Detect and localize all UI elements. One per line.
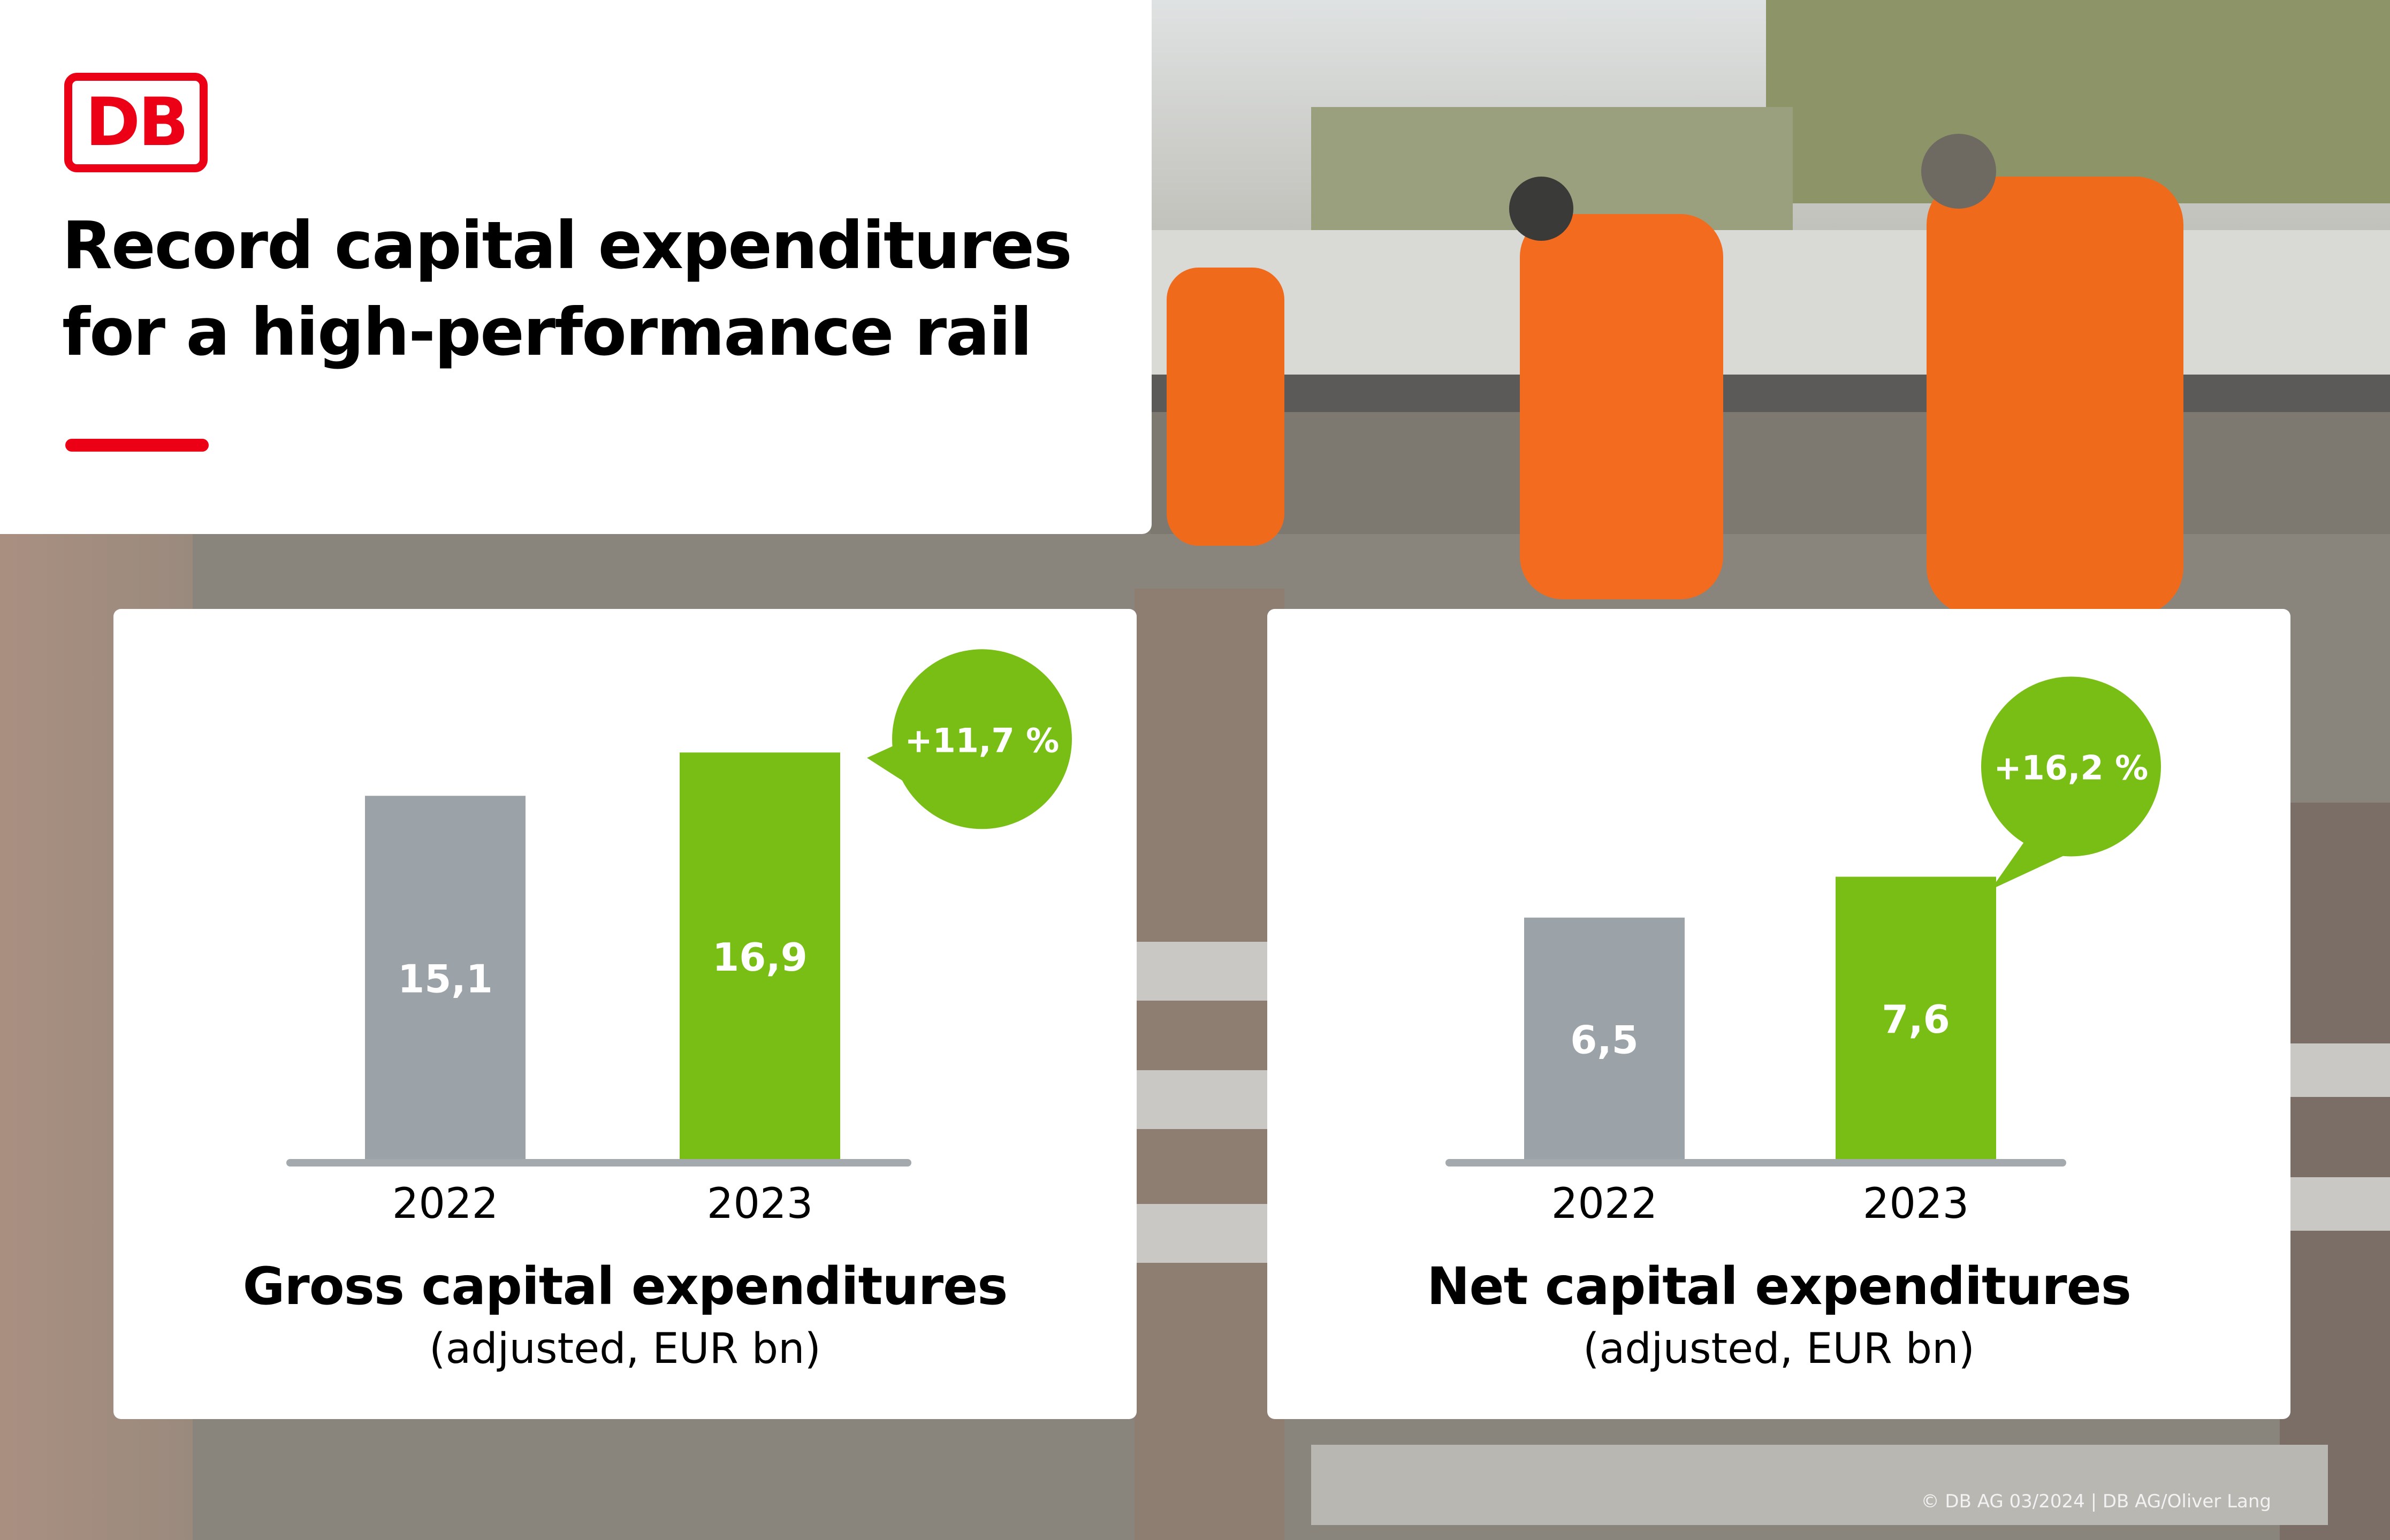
page-title: Record capital expenditures for a high-p… <box>62 202 1132 376</box>
title-card: DB Record capital expenditures for a hig… <box>0 0 1152 534</box>
gross-capex-tick-label-2023: 2023 <box>707 1180 813 1228</box>
gross-capex-chart: 15,1 2022 16,9 2023 +11,7 % <box>286 649 1072 1228</box>
gross-capex-tick-label-2022: 2022 <box>392 1180 499 1228</box>
photo-credit: © DB AG 03/2024 | DB AG/Oliver Lang <box>1921 1491 2271 1512</box>
net-capex-change-bubble: +16,2 % <box>1981 676 2161 890</box>
gross-capex-card: 15,1 2022 16,9 2023 +11,7 % Gross capital ex… <box>113 609 1137 1419</box>
gross-capex-title: Gross capital expenditures <box>242 1256 1008 1316</box>
gross-capex-value-label-2023: 16,9 <box>712 935 808 980</box>
gross-capex-value-label-2022: 15,1 <box>398 957 493 1002</box>
net-capex-subtitle: (adjusted, EUR bn) <box>1583 1325 1975 1373</box>
gross-capex-bar-2023 <box>680 752 840 1159</box>
page-title-line-1: Record capital expenditures <box>62 208 1072 284</box>
net-capex-bar-2022 <box>1524 917 1685 1159</box>
gross-capex-change-label: +11,7 % <box>905 721 1060 760</box>
net-capex-change-label: +16,2 % <box>1994 748 2149 787</box>
db-logo: DB <box>64 73 208 172</box>
net-capex-chart: 6,5 2022 7,6 2023 +16,2 % <box>1445 676 2161 1228</box>
page-title-line-2: for a high-performance rail <box>62 294 1032 370</box>
net-capex-card: 6,5 2022 7,6 2023 +16,2 % Net capital expend… <box>1267 609 2290 1419</box>
net-capex-value-label-2023: 7,6 <box>1882 997 1950 1042</box>
db-logo-text: DB <box>85 84 188 161</box>
title-accent-bar <box>65 439 209 452</box>
gross-capex-subtitle: (adjusted, EUR bn) <box>429 1325 821 1373</box>
net-capex-title: Net capital expenditures <box>1427 1256 2132 1316</box>
net-capex-value-label-2022: 6,5 <box>1570 1017 1639 1062</box>
net-capex-bar-2023 <box>1836 876 1996 1159</box>
net-capex-tick-label-2022: 2022 <box>1551 1180 1658 1228</box>
net-capex-tick-label-2023: 2023 <box>1863 1180 1969 1228</box>
gross-capex-bar-2022 <box>365 796 526 1159</box>
gross-capex-change-bubble: +11,7 % <box>867 649 1072 829</box>
